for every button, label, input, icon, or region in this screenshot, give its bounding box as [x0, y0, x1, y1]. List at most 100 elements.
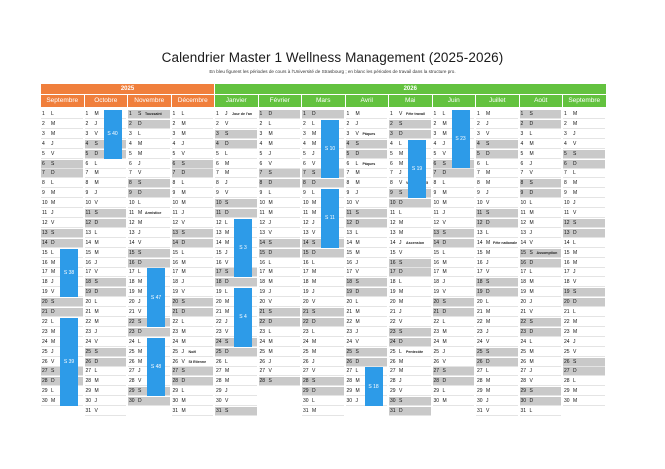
day-number: 3	[346, 130, 350, 137]
weekday-letter: S	[355, 210, 359, 216]
day-number: 7	[129, 170, 132, 177]
day-number: 24	[520, 338, 527, 345]
weekday-letter: J	[399, 309, 402, 315]
day-number: 11	[172, 210, 178, 216]
day-cell: 17 M	[302, 268, 344, 278]
day-number: 28	[433, 378, 440, 385]
day-number: 3	[520, 130, 524, 137]
day-cell: 10 S	[215, 199, 257, 209]
day-cell: 28 V	[519, 377, 561, 387]
day-cell: 15 M	[476, 249, 518, 258]
day-number: 11	[564, 210, 570, 216]
weekday-letter: D	[181, 239, 186, 246]
weekday-letter: J	[442, 140, 446, 147]
weekday-letter: M	[529, 279, 534, 286]
day-number: 4	[433, 140, 437, 147]
day-number: 18	[172, 279, 179, 286]
weekday-letter: L	[355, 229, 359, 236]
day-cell: 24 M	[432, 338, 474, 347]
weekday-letter: D	[355, 289, 360, 296]
weekday-letter: J	[51, 348, 54, 355]
weekday-letter: V	[312, 229, 316, 236]
weekday-letter: M	[355, 180, 360, 187]
weekday-letter: D	[355, 358, 360, 365]
day-number: 3	[172, 130, 176, 137]
day-number: 24	[303, 338, 309, 345]
day-cell: 28 M	[215, 377, 257, 387]
day-number: 9	[520, 190, 524, 197]
day-number: 24	[85, 338, 92, 345]
day-cell: 20 L	[345, 298, 387, 308]
weekday-letter: M	[138, 140, 143, 147]
weekday-letter: S	[442, 160, 446, 167]
day-cell: 14 J	[389, 239, 431, 248]
day-number: 22	[433, 318, 440, 325]
weekday-letter: S	[442, 368, 446, 375]
day-number: 12	[216, 219, 222, 226]
day-number: 11	[303, 210, 309, 216]
day-cell: 19 D	[84, 288, 126, 298]
day-cell: 21 M	[84, 308, 126, 317]
weekday-letter: D	[51, 378, 55, 385]
day-number: 28	[390, 378, 396, 385]
weekday-letter: V	[138, 378, 142, 385]
course-week-block: S 48	[147, 337, 165, 397]
day-number: 28	[172, 378, 179, 385]
day-cell: 18 S	[476, 278, 518, 288]
weekday-letter: V	[486, 338, 490, 345]
day-cell: 25 M	[302, 348, 344, 357]
day-cell: 21 S	[258, 308, 300, 317]
weekday-letter: J	[94, 259, 98, 266]
day-number: 24	[172, 338, 179, 345]
holiday-label: Armistice	[145, 211, 162, 215]
weekday-letter: M	[51, 190, 56, 197]
day-cell: 10 M	[41, 199, 83, 209]
weekday-letter: M	[181, 130, 186, 137]
weekday-letter: M	[442, 269, 447, 276]
day-number: 27	[390, 368, 396, 375]
weekday-letter: S	[355, 279, 359, 286]
day-cell: 26 D	[84, 357, 126, 367]
weekday-letter: S	[399, 398, 403, 405]
day-cell: 12 V	[41, 219, 83, 228]
day-number: 28	[303, 378, 309, 385]
day-cell: 11 J	[432, 209, 474, 218]
weekday-letter: L	[442, 180, 446, 187]
day-cell: 18 S	[345, 278, 387, 288]
weekday-letter: L	[399, 279, 402, 286]
weekday-letter: M	[312, 279, 317, 286]
day-number: 4	[520, 140, 524, 147]
day-number: 3	[477, 130, 480, 137]
day-cell: 27 S	[432, 367, 474, 377]
weekday-letter: M	[486, 111, 491, 117]
day-cell: 27 V	[302, 367, 344, 377]
weekday-letter: L	[268, 120, 272, 127]
day-number: 16	[433, 259, 440, 266]
weekday-letter: J	[225, 249, 228, 256]
course-week-block: S 38	[60, 248, 78, 298]
day-cell: 17 V	[476, 268, 518, 278]
month-header: Février	[258, 95, 302, 107]
day-cell: 22 V	[389, 318, 431, 327]
weekday-letter: S	[486, 210, 490, 216]
weekday-letter: M	[138, 150, 143, 157]
day-number: 7	[85, 170, 89, 177]
day-number: 18	[520, 279, 527, 286]
weekday-letter: M	[442, 259, 447, 266]
weekday-letter: V	[94, 408, 98, 414]
